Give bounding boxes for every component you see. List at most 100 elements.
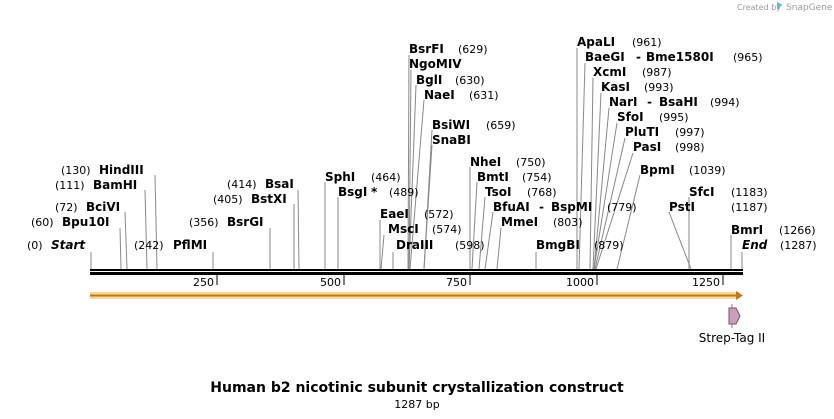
leader-bfuai	[484, 211, 494, 270]
site-kasi-name[interactable]: KasI	[601, 80, 630, 94]
site-bsrgi-pos: (356)	[189, 216, 219, 229]
site-bamhi-name[interactable]: BamHI	[93, 178, 137, 192]
tick-1000-label: 1000	[566, 276, 594, 289]
site-baegi-pos: (965)	[733, 51, 763, 64]
site-leader-lines	[90, 48, 743, 270]
site-bsiwi-pos: (659)	[486, 119, 516, 132]
site-bpmi-name[interactable]: BpmI	[640, 163, 675, 177]
site-sfoi-pos: (995)	[659, 111, 689, 124]
site-bsiwi-name[interactable]: BsiWI	[432, 118, 470, 132]
leader-bsrfi	[407, 54, 410, 270]
tick-250-label: 250	[193, 276, 214, 289]
feature-strep-tag-label: Strep-Tag II	[699, 331, 765, 345]
site-bsai-pos: (414)	[227, 178, 257, 191]
site-bsrgi-name[interactable]: BsrGI	[227, 215, 264, 229]
site-bsgi-pos: (489)	[389, 186, 419, 199]
leader-nari	[593, 107, 610, 270]
credit-brand: SnapGene	[786, 3, 833, 13]
site-bsai-name[interactable]: BsaI	[265, 177, 294, 191]
site-bmri-name[interactable]: BmrI	[731, 223, 763, 237]
site-snabi-name[interactable]: SnaBI	[432, 133, 471, 147]
site-bgli-pos: (630)	[455, 74, 485, 87]
site-bmti-pos: (754)	[522, 171, 552, 184]
leader-snabi	[423, 144, 433, 270]
leader-naei	[409, 99, 425, 270]
site-tsoi-name[interactable]: TsoI	[485, 185, 511, 199]
leader-xcmi	[589, 77, 594, 270]
site-bcivi-name[interactable]: BciVI	[86, 200, 120, 214]
site-bamhi-pos: (111)	[55, 179, 85, 192]
leader-bamhi	[144, 189, 148, 270]
sequence-line-top	[90, 269, 743, 271]
orf-arrow-head	[736, 291, 743, 300]
leader-msci	[380, 234, 385, 270]
site-pflmi-pos: (242)	[134, 239, 164, 252]
site-sfci-name[interactable]: SfcI	[689, 185, 714, 199]
site-baegi-dash: -	[636, 50, 641, 64]
orf-arrow[interactable]	[90, 291, 743, 300]
site-bsahi-name[interactable]: BsaHI	[659, 95, 698, 109]
site-pluti-name[interactable]: PluTI	[625, 125, 659, 139]
site-bmgbi-name[interactable]: BmgBI	[536, 238, 580, 252]
site-mmei-name[interactable]: MmeI	[501, 215, 538, 229]
site-nari-pos: (994)	[710, 96, 740, 109]
leader-bpu10i	[119, 227, 122, 270]
site-bfuai-pos: (779)	[607, 201, 637, 214]
site-nhei-name[interactable]: NheI	[470, 155, 501, 169]
site-nhei-pos: (750)	[516, 156, 546, 169]
site-bme1580i-name[interactable]: Bme1580I	[646, 50, 714, 64]
site-bstxi-pos: (405)	[213, 193, 243, 206]
feature-strep-tag[interactable]: Strep-Tag II	[699, 304, 765, 345]
site-bsgi-name[interactable]: BsgI	[338, 185, 367, 199]
site-draiii-pos: (598)	[455, 239, 485, 252]
tick-1250-label: 1250	[692, 276, 720, 289]
site-draiii-name[interactable]: DraIII	[396, 238, 433, 252]
site-naei-name[interactable]: NaeI	[424, 88, 455, 102]
site-eaei-name[interactable]: EaeI	[380, 207, 409, 221]
site-bsrfi-name[interactable]: BsrFI	[409, 42, 444, 56]
site-hindiii-pos: (130)	[61, 164, 91, 177]
site-mmei-pos: (803)	[553, 216, 583, 229]
site-naei-pos: (631)	[469, 89, 499, 102]
leader-kasi	[592, 92, 602, 270]
site-xcmi-pos: (987)	[642, 66, 672, 79]
map-title: Human b2 nicotinic subunit crystallizati…	[210, 380, 624, 396]
site-apali-name[interactable]: ApaLI	[577, 35, 615, 49]
site-eaei-pos: (572)	[424, 208, 454, 221]
site-bmti-name[interactable]: BmtI	[477, 170, 509, 184]
leader-psti	[668, 211, 692, 270]
site-sphi-name[interactable]: SphI	[325, 170, 355, 184]
site-ngomiv-name[interactable]: NgoMIV	[409, 57, 462, 71]
site-bpu10i-name[interactable]: Bpu10I	[62, 215, 109, 229]
site-bgli-name[interactable]: BglI	[416, 73, 442, 87]
leader-bgli	[408, 84, 417, 270]
site-hindiii-name[interactable]: HindIII	[99, 163, 144, 177]
leader-pasi	[595, 152, 634, 270]
credit-prefix: Created by	[737, 3, 781, 12]
site-pasi-name[interactable]: PasI	[633, 140, 661, 154]
site-bcivi-pos: (72)	[55, 201, 78, 214]
site-bstxi-name[interactable]: BstXI	[251, 192, 287, 206]
site-psti-name[interactable]: PstI	[669, 200, 695, 214]
site-labels: (0) Start (60) Bpu10I (72) BciVI (111) B…	[27, 35, 817, 252]
site-bpmi-pos: (1039)	[689, 164, 726, 177]
site-baegi-name[interactable]: BaeGI	[585, 50, 625, 64]
site-bspmi-name[interactable]: BspMI	[551, 200, 592, 214]
site-bfuai-name[interactable]: BfuAI	[493, 200, 530, 214]
site-bsrfi-pos: (629)	[458, 43, 488, 56]
site-bmgbi-pos: (879)	[594, 239, 624, 252]
site-pflmi-name[interactable]: PflMI	[173, 238, 207, 252]
site-apali-pos: (961)	[632, 36, 662, 49]
site-bpu10i-pos: (60)	[31, 216, 54, 229]
site-sfoi-name[interactable]: SfoI	[617, 110, 644, 124]
site-sfci-pos: (1183)	[731, 186, 768, 199]
site-msci-name[interactable]: MscI	[388, 222, 419, 236]
site-nari-name[interactable]: NarI	[609, 95, 638, 109]
site-psti-pos: (1187)	[731, 201, 768, 214]
leader-baegi	[578, 62, 586, 270]
tick-500-label: 500	[320, 276, 341, 289]
leader-bsai	[297, 189, 300, 270]
site-xcmi-name[interactable]: XcmI	[593, 65, 626, 79]
start-pos: (0)	[27, 239, 43, 252]
